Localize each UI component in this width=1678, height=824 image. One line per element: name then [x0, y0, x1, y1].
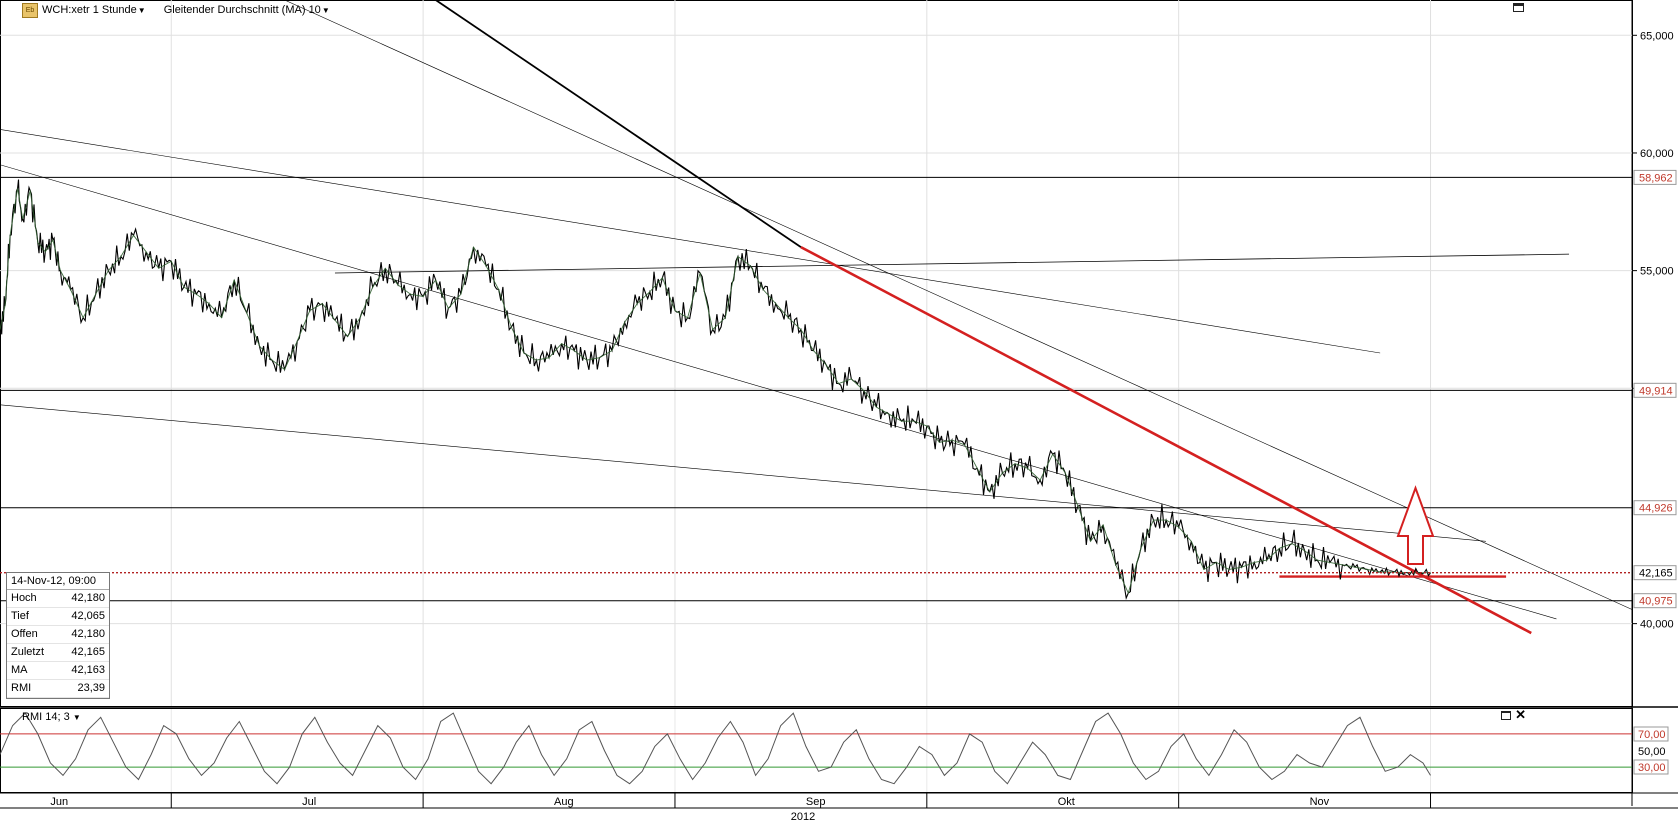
grid	[0, 0, 1632, 792]
y-tick-label: 55,000	[1640, 266, 1674, 278]
indicator-label: Gleitender Durchschnitt (MA) 10	[163, 4, 321, 16]
horizontal-levels: 58,962 49,914 44,926 40,975	[0, 169, 1677, 609]
rmi-mid-label: 50,00	[1638, 746, 1666, 758]
level-label: 58,962	[1639, 172, 1673, 184]
trendline	[800, 245, 1532, 635]
info-row: Hoch 42,180	[7, 590, 109, 608]
trendline	[435, 0, 802, 248]
x-tick-label: Jul	[302, 796, 316, 808]
caret-down-icon: ▼	[321, 6, 330, 15]
symbol-label: WCH:xetr 1 Stunde	[42, 4, 137, 16]
rmi-selector[interactable]: RMI 14; 3 ▼	[22, 711, 81, 723]
app-logo-icon: Eb	[22, 2, 38, 18]
x-tick-label: Jun	[50, 796, 68, 808]
rmi-upper-label: 70,00	[1638, 729, 1666, 741]
up-arrow-annotation	[1396, 485, 1435, 565]
level-label: 40,975	[1639, 596, 1673, 608]
x-tick-label: Okt	[1058, 796, 1075, 808]
x-tick-label: Aug	[554, 796, 574, 808]
trendline	[0, 164, 1557, 620]
trendline	[0, 404, 1486, 542]
trendline	[334, 253, 1570, 274]
info-row: RMI 23,39	[7, 680, 109, 698]
level-label-box	[1633, 500, 1677, 516]
maximize-icon[interactable]	[1501, 710, 1512, 720]
info-row: MA 42,163	[7, 662, 109, 680]
close-icon[interactable]: ✕	[1515, 707, 1526, 722]
symbol-selector[interactable]: WCH:xetr 1 Stunde▼	[42, 4, 146, 16]
caret-down-icon: ▼	[137, 6, 146, 15]
level-label: 49,914	[1639, 385, 1673, 397]
rmi-level-lower: 30,00	[1633, 759, 1669, 775]
level-label-box	[1633, 593, 1677, 609]
maximize-icon[interactable]	[1513, 3, 1524, 12]
info-datetime: 14-Nov-12, 09:00	[7, 573, 109, 590]
rmi-panel-frame	[0, 708, 1633, 793]
info-row: Tief 42,065	[7, 608, 109, 626]
rmi-panel-controls: ✕	[1501, 707, 1526, 722]
level-label-box	[1633, 382, 1677, 398]
x-tick-label: Nov	[1310, 796, 1330, 808]
year-label: 2012	[791, 811, 815, 823]
last-price-label: 42,165	[1633, 565, 1677, 581]
rmi-title: RMI 14; 3	[22, 711, 70, 723]
rmi-series-line	[0, 712, 1431, 785]
moving-average-line	[0, 188, 1431, 595]
y-tick-label: 65,000	[1640, 30, 1674, 42]
info-row: Offen 42,180	[7, 626, 109, 644]
indicator-selector[interactable]: Gleitender Durchschnitt (MA) 10▼	[164, 4, 330, 16]
x-tick-label: Sep	[806, 796, 826, 808]
svg-text:42,165: 42,165	[1639, 568, 1673, 580]
trendline	[0, 129, 1381, 354]
info-row: Zuletzt 42,165	[7, 644, 109, 662]
level-label: 44,926	[1639, 503, 1673, 515]
rmi-level-upper: 70,00	[1633, 726, 1669, 742]
y-tick-label: 40,000	[1640, 619, 1674, 631]
level-label-box	[1633, 169, 1677, 185]
y-tick-label: 60,000	[1640, 148, 1674, 160]
chart-header: Eb WCH:xetr 1 Stunde▼ Gleitender Durchsc…	[22, 2, 330, 18]
x-axis-labels: Jun Jul Aug Sep Okt Nov	[50, 793, 1432, 808]
crosshair-info-box: 14-Nov-12, 09:00 Hoch 42,180 Tief 42,065 O…	[6, 572, 110, 699]
caret-down-icon: ▼	[70, 713, 81, 722]
rmi-lower-label: 30,00	[1638, 762, 1666, 774]
